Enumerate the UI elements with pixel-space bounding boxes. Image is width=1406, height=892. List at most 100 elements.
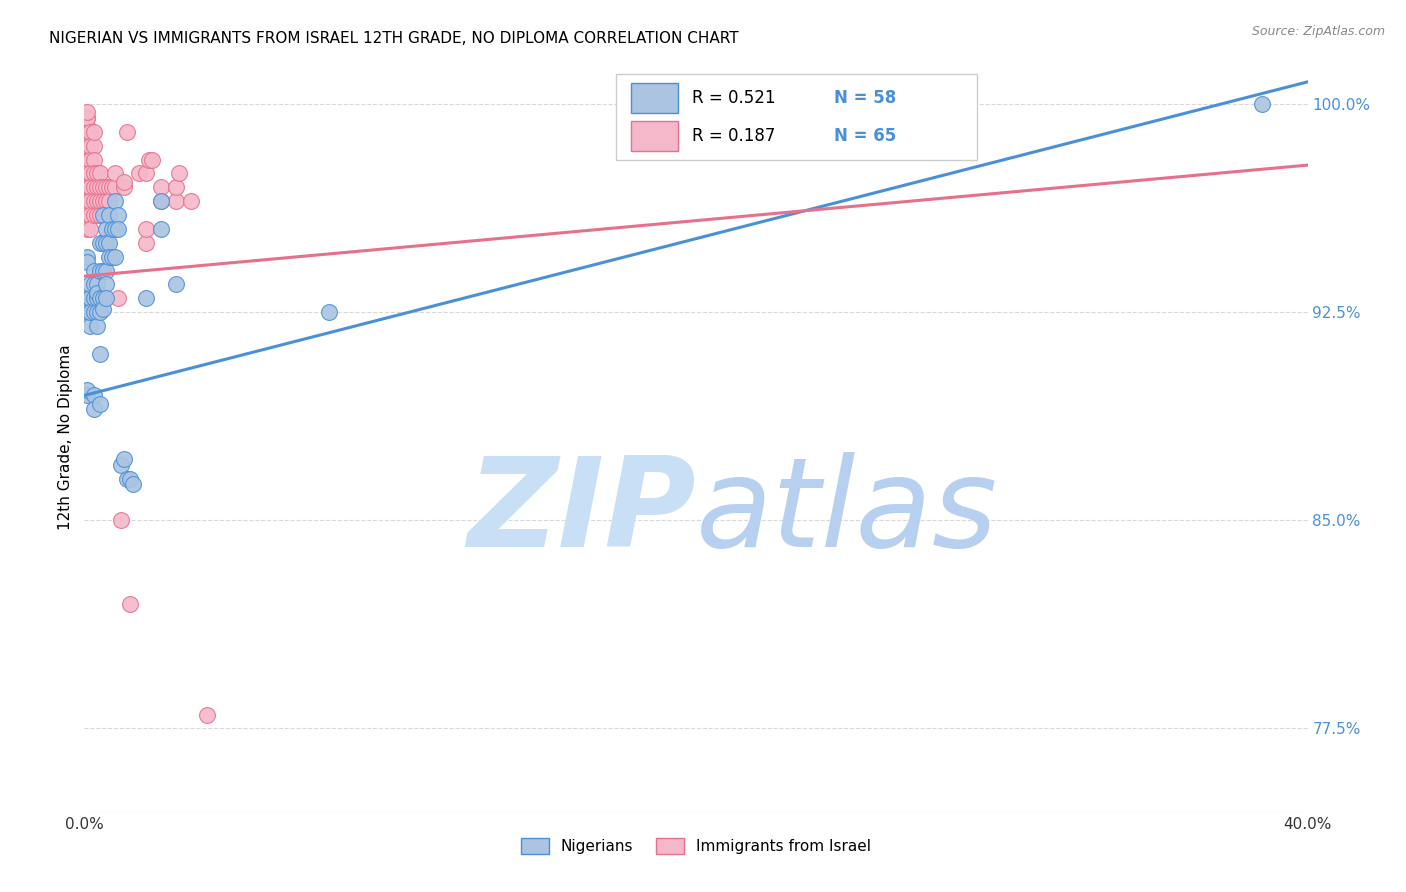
Y-axis label: 12th Grade, No Diploma: 12th Grade, No Diploma <box>58 344 73 530</box>
Point <box>89 263 111 277</box>
Point <box>149 194 172 209</box>
Point <box>79 222 101 236</box>
Point <box>107 291 129 305</box>
Point <box>76 383 98 397</box>
Point <box>76 153 98 167</box>
Text: atlas: atlas <box>696 451 998 573</box>
Point <box>76 138 98 153</box>
Point <box>120 472 142 486</box>
Point <box>76 111 98 125</box>
Point <box>76 111 98 125</box>
Point <box>83 208 105 222</box>
Point <box>120 597 142 611</box>
Point <box>86 180 108 194</box>
Point <box>91 208 114 222</box>
Point <box>83 277 105 292</box>
Point <box>83 166 105 180</box>
Point <box>83 194 105 209</box>
Point <box>89 166 111 180</box>
Point <box>97 250 120 264</box>
Point <box>138 153 160 167</box>
Point <box>86 277 108 292</box>
Point <box>104 194 127 209</box>
Point <box>76 255 98 269</box>
Point <box>76 166 98 180</box>
FancyBboxPatch shape <box>631 84 678 113</box>
Point <box>86 194 108 209</box>
Point <box>135 166 157 180</box>
Point <box>110 513 132 527</box>
Text: R = 0.521: R = 0.521 <box>692 89 776 107</box>
Point <box>149 222 172 236</box>
Point <box>79 180 101 194</box>
Point <box>195 707 218 722</box>
Text: NIGERIAN VS IMMIGRANTS FROM ISRAEL 12TH GRADE, NO DIPLOMA CORRELATION CHART: NIGERIAN VS IMMIGRANTS FROM ISRAEL 12TH … <box>49 31 738 46</box>
Point <box>104 250 127 264</box>
Point <box>76 105 98 120</box>
Point <box>83 180 105 194</box>
Point <box>110 458 132 472</box>
Point <box>135 291 157 305</box>
Point <box>94 222 117 236</box>
Point <box>318 305 340 319</box>
Text: Source: ZipAtlas.com: Source: ZipAtlas.com <box>1251 25 1385 38</box>
Point <box>76 291 98 305</box>
Text: R = 0.187: R = 0.187 <box>692 127 776 145</box>
Point <box>89 291 111 305</box>
Text: ZIP: ZIP <box>467 451 696 573</box>
Point <box>86 319 108 334</box>
Point <box>101 250 124 264</box>
Point <box>86 208 108 222</box>
Point <box>91 180 114 194</box>
Point <box>115 472 138 486</box>
Point <box>89 305 111 319</box>
Point <box>91 302 114 317</box>
Point <box>165 194 187 209</box>
Point <box>76 138 98 153</box>
Point <box>76 208 98 222</box>
Point <box>89 347 111 361</box>
Point <box>76 305 98 319</box>
Point <box>135 222 157 236</box>
Point <box>115 125 138 139</box>
Point <box>94 277 117 292</box>
Point <box>97 194 120 209</box>
Point <box>97 235 120 250</box>
Point <box>86 285 108 300</box>
Point <box>91 291 114 305</box>
Point <box>89 180 111 194</box>
Text: N = 58: N = 58 <box>834 89 897 107</box>
Point <box>76 125 98 139</box>
Point <box>104 180 127 194</box>
Point <box>83 153 105 167</box>
Point <box>89 235 111 250</box>
Point <box>76 222 98 236</box>
Point <box>94 180 117 194</box>
Point <box>83 263 105 277</box>
Point <box>101 222 124 236</box>
Point <box>89 194 111 209</box>
Point <box>107 222 129 236</box>
Point <box>86 166 108 180</box>
Point <box>79 277 101 292</box>
Point <box>76 125 98 139</box>
Point <box>91 263 114 277</box>
Point <box>86 305 108 319</box>
Point <box>104 222 127 236</box>
FancyBboxPatch shape <box>631 121 678 151</box>
FancyBboxPatch shape <box>616 74 977 160</box>
Point <box>1250 97 1272 112</box>
Point <box>91 235 114 250</box>
Point <box>83 138 105 153</box>
Point <box>83 388 105 402</box>
Point <box>128 166 150 180</box>
Point <box>76 120 98 134</box>
Point <box>83 291 105 305</box>
Point <box>112 175 135 189</box>
Point <box>112 180 135 194</box>
Point <box>165 180 187 194</box>
Point <box>79 319 101 334</box>
Point <box>76 388 98 402</box>
Point <box>79 138 101 153</box>
Point <box>79 153 101 167</box>
